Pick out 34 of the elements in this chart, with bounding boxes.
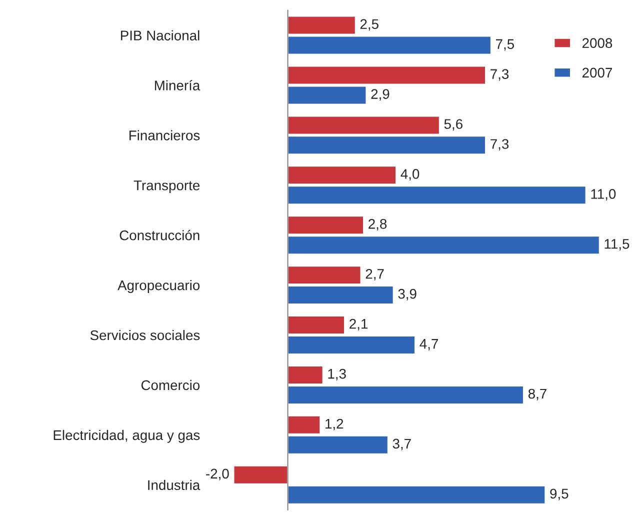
legend-label: 2007 — [582, 68, 612, 78]
data-label: 8,7 — [528, 388, 546, 400]
data-label: 11,0 — [591, 189, 616, 200]
data-label: 2,8 — [368, 219, 387, 230]
data-label: 3,9 — [398, 288, 416, 300]
data-label: 7,3 — [490, 139, 509, 151]
bar — [232, 464, 288, 485]
legend-label: 2008 — [582, 38, 612, 48]
data-label: 9,5 — [550, 488, 568, 500]
bar — [287, 484, 546, 505]
y-tick-label: Construcción — [120, 230, 200, 240]
data-label: 4,0 — [400, 169, 420, 181]
data-label: 11,5 — [604, 239, 630, 250]
data-label: 2,5 — [360, 19, 378, 31]
y-tick-label: Agropecuario — [118, 280, 200, 293]
y-tick-label: Minería — [154, 80, 200, 90]
data-label: 1,3 — [328, 368, 346, 380]
data-label: 2,9 — [371, 89, 390, 101]
y-tick-label: Servicios sociales — [90, 330, 200, 340]
data-label: 4,7 — [420, 339, 438, 350]
data-label: 2,7 — [366, 268, 384, 280]
data-label: 5,6 — [444, 119, 462, 131]
data-label: 1,2 — [326, 418, 344, 430]
y-tick-label: Financieros — [129, 130, 200, 140]
data-label: 7,3 — [490, 69, 509, 81]
y-tick-label: Electricidad, agua y gas — [54, 430, 200, 443]
data-label: 2,1 — [350, 318, 368, 330]
data-label: 3,7 — [392, 438, 411, 450]
y-tick-label: Industria — [148, 480, 200, 490]
data-label: -2,0 — [206, 468, 229, 480]
y-tick-label: Comercio — [141, 380, 200, 390]
y-tick-label: Transporte — [134, 180, 200, 194]
data-label: 7,5 — [496, 39, 514, 51]
y-tick-label: PIB Nacional — [120, 30, 200, 40]
